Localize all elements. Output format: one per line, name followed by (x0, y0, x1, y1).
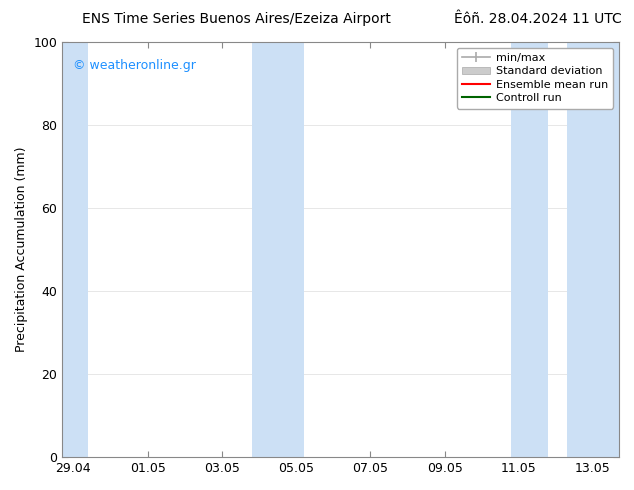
Text: © weatheronline.gr: © weatheronline.gr (74, 59, 197, 72)
Bar (512, 42, 548, 457)
Bar (567, 42, 619, 457)
Y-axis label: Precipitation Accumulation (mm): Precipitation Accumulation (mm) (15, 147, 28, 352)
Bar (252, 42, 304, 457)
Bar (62, 42, 88, 457)
Text: Êôñ. 28.04.2024 11 UTC: Êôñ. 28.04.2024 11 UTC (453, 12, 621, 26)
Text: ENS Time Series Buenos Aires/Ezeiza Airport: ENS Time Series Buenos Aires/Ezeiza Airp… (82, 12, 391, 26)
Legend: min/max, Standard deviation, Ensemble mean run, Controll run: min/max, Standard deviation, Ensemble me… (456, 48, 614, 109)
